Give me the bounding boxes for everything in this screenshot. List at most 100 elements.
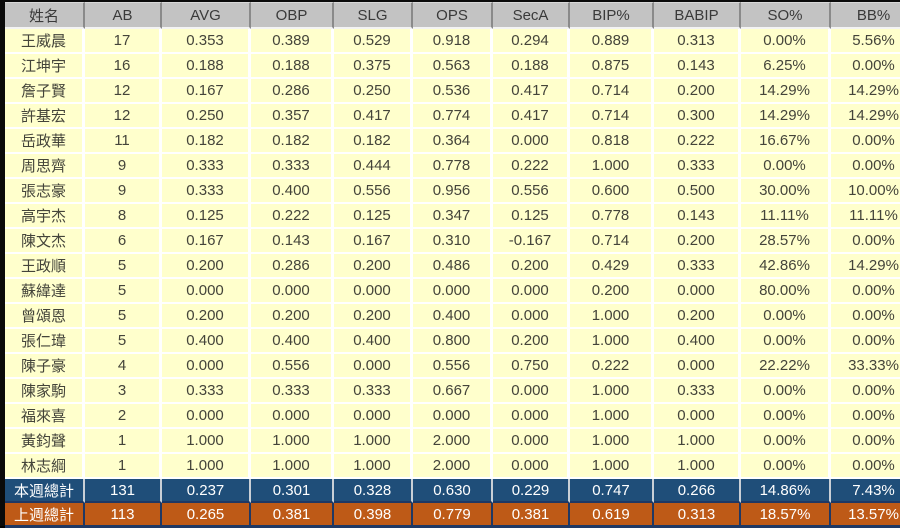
stat-cell: 4 bbox=[85, 354, 162, 379]
stat-cell: 0.00% bbox=[831, 304, 900, 329]
player-row: 黃鈞聲 1 1.000 1.000 1.000 2.000 0.000 1.000 1.000 0… bbox=[5, 429, 900, 454]
player-name-cell: 高宇杰 bbox=[5, 204, 85, 229]
stat-cell: 0.00% bbox=[831, 154, 900, 179]
total-stat-cell: 0.381 bbox=[251, 503, 334, 528]
stat-cell: 0.000 bbox=[493, 454, 570, 479]
stat-cell: 0.000 bbox=[493, 304, 570, 329]
stat-cell: 28.57% bbox=[741, 229, 831, 254]
stat-cell: 0.00% bbox=[741, 404, 831, 429]
stat-cell: 0.143 bbox=[654, 204, 741, 229]
stat-cell: 0.00% bbox=[831, 279, 900, 304]
stat-cell: 0.313 bbox=[654, 29, 741, 54]
player-name-cell: 許基宏 bbox=[5, 104, 85, 129]
stat-cell: 0.294 bbox=[493, 29, 570, 54]
stat-cell: 0.000 bbox=[493, 129, 570, 154]
player-row: 岳政華 11 0.182 0.182 0.182 0.364 0.000 0.818 0.222… bbox=[5, 129, 900, 154]
stat-cell: 10.00% bbox=[831, 179, 900, 204]
stat-cell: 0.500 bbox=[654, 179, 741, 204]
stat-cell: 2 bbox=[85, 404, 162, 429]
stat-cell: 0.000 bbox=[162, 404, 251, 429]
stat-cell: 0.375 bbox=[334, 54, 413, 79]
stat-cell: 11.11% bbox=[831, 204, 900, 229]
stat-cell: 0.167 bbox=[162, 79, 251, 104]
stat-cell: 0.364 bbox=[413, 129, 493, 154]
stat-cell: 0.00% bbox=[831, 54, 900, 79]
stat-cell: 1.000 bbox=[334, 454, 413, 479]
stat-cell: 0.222 bbox=[493, 154, 570, 179]
player-rows: 王威晨 17 0.353 0.389 0.529 0.918 0.294 0.889 0.313… bbox=[5, 29, 900, 479]
column-header: BIP% bbox=[570, 2, 654, 29]
stat-cell: 0.667 bbox=[413, 379, 493, 404]
column-header: 姓名 bbox=[5, 2, 85, 29]
player-row: 曾頌恩 5 0.200 0.200 0.200 0.400 0.000 1.000 0.200 0… bbox=[5, 304, 900, 329]
stat-cell: 8 bbox=[85, 204, 162, 229]
stat-cell: 0.556 bbox=[413, 354, 493, 379]
total-stat-cell: 0.381 bbox=[493, 503, 570, 528]
stat-cell: 0.125 bbox=[162, 204, 251, 229]
player-row: 張仁瑋 5 0.400 0.400 0.400 0.800 0.200 1.000 0.400 0… bbox=[5, 329, 900, 354]
player-name-cell: 江坤宇 bbox=[5, 54, 85, 79]
stat-cell: 0.143 bbox=[654, 54, 741, 79]
player-name-cell: 曾頌恩 bbox=[5, 304, 85, 329]
total-stat-cell: 0.328 bbox=[334, 479, 413, 503]
stat-cell: 0.800 bbox=[413, 329, 493, 354]
stat-cell: 0.347 bbox=[413, 204, 493, 229]
stat-cell: 0.200 bbox=[570, 279, 654, 304]
player-name-cell: 陳家駒 bbox=[5, 379, 85, 404]
stat-cell: 16.67% bbox=[741, 129, 831, 154]
stat-cell: 0.333 bbox=[162, 179, 251, 204]
stat-cell: 0.200 bbox=[654, 79, 741, 104]
stat-cell: 0.889 bbox=[570, 29, 654, 54]
stat-cell: 0.956 bbox=[413, 179, 493, 204]
stat-cell: 5 bbox=[85, 329, 162, 354]
total-row-label: 本週總計 bbox=[5, 479, 85, 503]
stat-cell: 0.200 bbox=[654, 304, 741, 329]
total-stat-cell: 0.619 bbox=[570, 503, 654, 528]
column-header: AVG bbox=[162, 2, 251, 29]
total-row-last-week: 上週總計 113 0.265 0.381 0.398 0.779 0.381 0.619 0.3… bbox=[5, 503, 900, 528]
stat-cell: 14.29% bbox=[831, 104, 900, 129]
total-stat-cell: 0.313 bbox=[654, 503, 741, 528]
player-row: 高宇杰 8 0.125 0.222 0.125 0.347 0.125 0.778 0.143 1… bbox=[5, 204, 900, 229]
stat-cell: 0.182 bbox=[334, 129, 413, 154]
total-stat-cell: 0.265 bbox=[162, 503, 251, 528]
total-stat-cell: 0.747 bbox=[570, 479, 654, 503]
stat-cell: 0.00% bbox=[831, 404, 900, 429]
total-stat-cell: 7.43% bbox=[831, 479, 900, 503]
stat-cell: 0.714 bbox=[570, 79, 654, 104]
stat-cell: 80.00% bbox=[741, 279, 831, 304]
stat-cell: 14.29% bbox=[741, 79, 831, 104]
player-row: 許基宏 12 0.250 0.357 0.417 0.774 0.417 0.714 0.300… bbox=[5, 104, 900, 129]
stat-cell: 0.00% bbox=[831, 429, 900, 454]
stat-cell: 0.188 bbox=[251, 54, 334, 79]
stat-cell: 0.00% bbox=[831, 329, 900, 354]
player-name-cell: 詹子賢 bbox=[5, 79, 85, 104]
stat-cell: 0.875 bbox=[570, 54, 654, 79]
stat-cell: 1.000 bbox=[570, 304, 654, 329]
stat-cell: 0.333 bbox=[251, 154, 334, 179]
total-stat-cell: 131 bbox=[85, 479, 162, 503]
column-header: SO% bbox=[741, 2, 831, 29]
stat-cell: 0.333 bbox=[654, 254, 741, 279]
stat-cell: 0.000 bbox=[162, 354, 251, 379]
stat-cell: 0.400 bbox=[251, 179, 334, 204]
stat-cell: 0.000 bbox=[654, 354, 741, 379]
stat-cell: 0.000 bbox=[334, 354, 413, 379]
stat-cell: 0.333 bbox=[654, 154, 741, 179]
stat-cell: 0.310 bbox=[413, 229, 493, 254]
stat-cell: 0.125 bbox=[493, 204, 570, 229]
stat-cell: 0.000 bbox=[334, 404, 413, 429]
total-stat-cell: 0.266 bbox=[654, 479, 741, 503]
stat-cell: 0.250 bbox=[162, 104, 251, 129]
player-row: 詹子賢 12 0.167 0.286 0.250 0.536 0.417 0.714 0.200… bbox=[5, 79, 900, 104]
stat-cell: 0.00% bbox=[831, 129, 900, 154]
stat-cell: 30.00% bbox=[741, 179, 831, 204]
stat-cell: 1.000 bbox=[251, 454, 334, 479]
player-name-cell: 張仁瑋 bbox=[5, 329, 85, 354]
player-row: 張志豪 9 0.333 0.400 0.556 0.956 0.556 0.600 0.500 3… bbox=[5, 179, 900, 204]
total-rows: 本週總計 131 0.237 0.301 0.328 0.630 0.229 0.747 0.2… bbox=[5, 479, 900, 528]
stat-cell: 0.00% bbox=[831, 229, 900, 254]
stat-cell: 14.29% bbox=[831, 79, 900, 104]
player-name-cell: 黃鈞聲 bbox=[5, 429, 85, 454]
stat-cell: 0.353 bbox=[162, 29, 251, 54]
